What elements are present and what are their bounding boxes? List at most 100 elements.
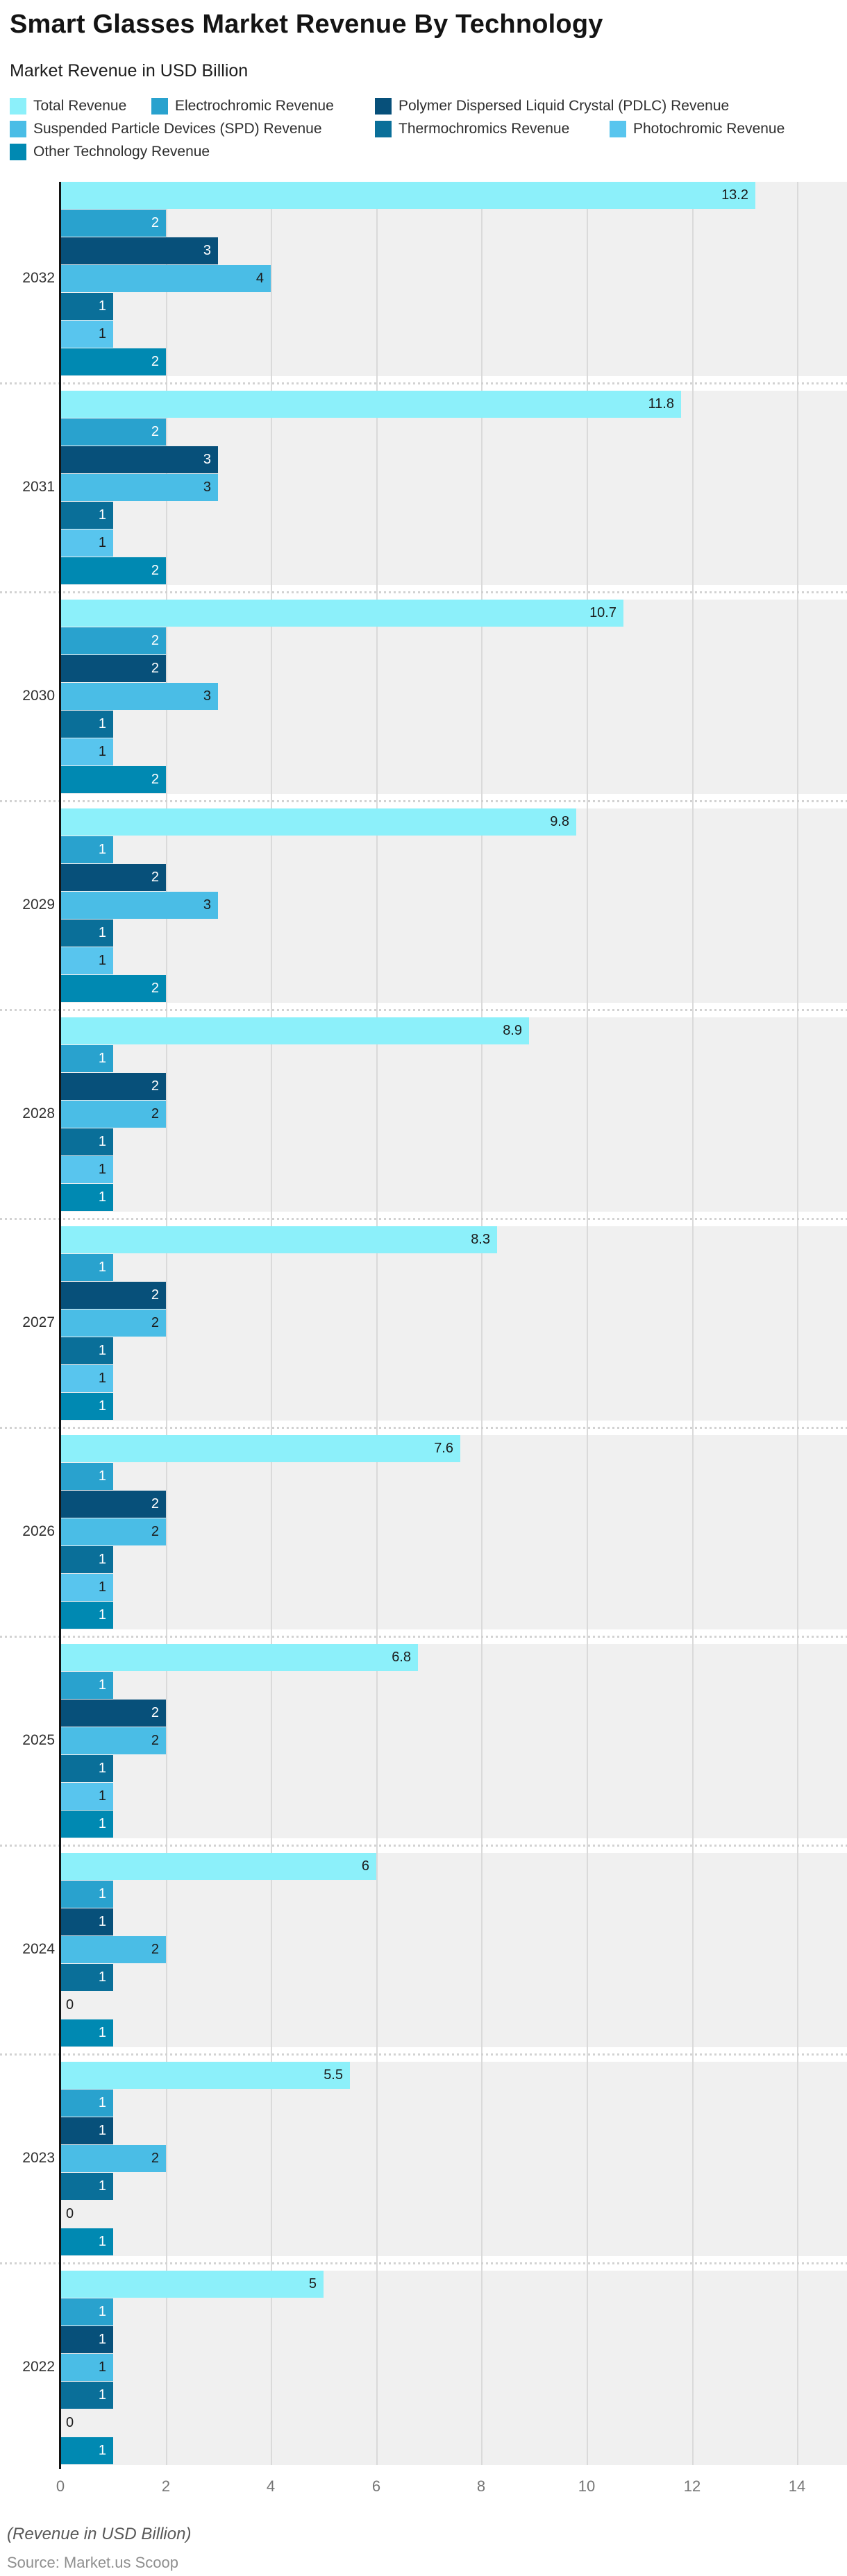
bar-value-label: 1 [98,2234,106,2249]
legend-item: Other Technology Revenue [10,144,210,160]
bar-value-label: 1 [98,326,106,341]
bar [60,1811,113,1838]
bar [60,836,113,863]
bar-value-label: 4 [255,271,264,286]
source-note: Source: Market.us Scoop [7,2554,179,2571]
bar [60,418,166,446]
bar [60,1101,166,1128]
bar [60,446,218,473]
group-separator [0,1636,847,1638]
bar-value-label: 2 [151,2151,159,2166]
bar-value-label: 1 [98,1761,106,1776]
group-separator [0,591,847,593]
legend-label: Polymer Dispersed Liquid Crystal (PDLC) … [399,98,730,114]
bar-value-label: 13.2 [721,187,748,203]
bar-value-label: 1 [98,953,106,968]
bar-value-label: 6.8 [392,1650,411,1665]
bar [60,1672,113,1699]
bar-value-label: 1 [98,2387,106,2403]
year-label: 2022 [22,2359,55,2375]
bar [60,1435,460,1462]
bar [60,1310,166,1337]
legend-label: Photochromic Revenue [633,121,785,137]
bar [60,1546,113,1573]
bar-value-label: 2 [151,981,159,996]
bar [60,1393,113,1420]
legend-swatch [10,98,26,115]
bar-value-label: 0 [66,1997,74,2012]
group-separator [0,1845,847,1847]
legend-swatch [10,144,26,160]
bar [60,766,166,793]
bar-value-label: 2 [151,1106,159,1121]
x-tick-label: 14 [788,2477,806,2495]
bar-value-label: 11.8 [648,396,674,412]
bar-value-label: 1 [98,1607,106,1622]
bar-value-label: 1 [98,298,106,314]
bar [60,711,113,738]
bar-value-label: 1 [98,1914,106,1929]
bar [60,1463,113,1490]
group-separator [0,1427,847,1429]
bar-value-label: 1 [98,925,106,940]
bar [60,391,681,418]
gridline [481,182,483,2465]
bar [60,1727,166,1754]
legend-label: Thermochromics Revenue [399,121,570,137]
bar-value-label: 10.7 [589,605,617,620]
chart-subtitle: Market Revenue in USD Billion [10,61,249,80]
x-tick-label: 10 [578,2477,596,2495]
bar-value-label: 2 [151,1315,159,1330]
bar-value-label: 1 [98,1468,106,1484]
legend-label: Electrochromic Revenue [175,98,334,114]
x-tick-label: 12 [683,2477,701,2495]
bar-value-label: 2 [151,1496,159,1511]
legend-item: Suspended Particle Devices (SPD) Revenue [10,121,322,137]
bar-value-label: 2 [151,1733,159,1748]
bar-value-label: 1 [98,535,106,550]
bar [60,237,218,264]
bar [60,1936,166,1963]
bar-value-label: 6 [361,1858,369,1874]
legend-label: Other Technology Revenue [33,144,210,160]
bar-value-label: 1 [98,2095,106,2110]
gridline [692,182,694,2465]
x-tick-label: 0 [56,2477,65,2495]
bar [60,474,218,501]
bar [60,1128,113,1155]
legend-swatch [610,121,626,137]
bar [60,1700,166,1727]
gridline [587,182,588,2465]
bar [60,1254,113,1281]
legend-label: Total Revenue [33,98,127,114]
year-band [60,1226,847,1421]
legend-swatch [151,98,168,115]
bar-value-label: 2 [151,661,159,676]
group-separator [0,1218,847,1220]
year-band [60,2062,847,2256]
bar-value-label: 1 [98,1579,106,1595]
bar [60,864,166,891]
bar [60,2382,113,2409]
bar-value-label: 3 [203,688,211,704]
bar-value-label: 1 [98,1788,106,1804]
bar-value-label: 3 [203,452,211,467]
bar [60,920,113,947]
bar [60,1365,113,1392]
bar-value-label: 1 [98,507,106,523]
bar-value-label: 3 [203,243,211,258]
bar-value-label: 1 [98,1677,106,1693]
bar [60,1017,529,1044]
legend-swatch [375,121,392,137]
legend-swatch [10,121,26,137]
bar [60,1574,113,1601]
bar-value-label: 2 [151,772,159,787]
bar [60,1755,113,1782]
bar-value-label: 1 [98,1969,106,1985]
bar-value-label: 2 [151,354,159,369]
legend-swatch [375,98,392,115]
bar-value-label: 1 [98,2443,106,2458]
bar-value-label: 1 [98,2304,106,2319]
bar [60,738,113,765]
legend-label: Suspended Particle Devices (SPD) Revenue [33,121,322,137]
